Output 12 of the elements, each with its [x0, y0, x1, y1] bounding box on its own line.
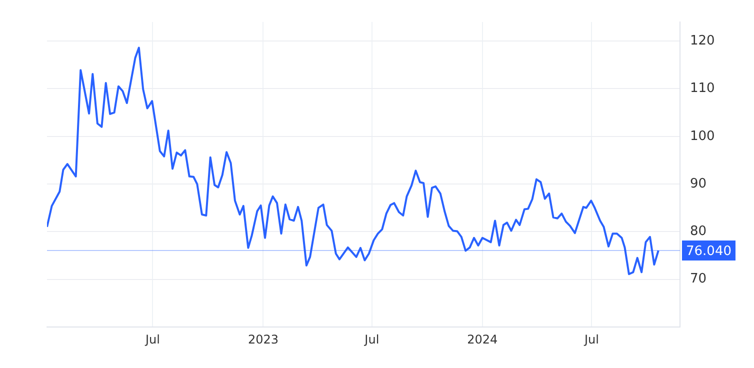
- y-tick-label: 80: [690, 224, 707, 240]
- x-tick-label: 2023: [248, 332, 278, 346]
- y-tick-label: 100: [690, 128, 715, 144]
- x-tick-label: 2024: [467, 332, 498, 346]
- ref-line-label: 76.040: [686, 244, 732, 259]
- y-tick-label: 110: [690, 81, 715, 96]
- x-tick-label: Jul: [364, 332, 380, 346]
- y-tick-label: 120: [690, 33, 715, 48]
- y-tick-label: 70: [690, 272, 707, 287]
- x-tick-label: Jul: [144, 332, 160, 346]
- x-tick-label: Jul: [583, 332, 599, 346]
- y-tick-label: 90: [690, 176, 707, 192]
